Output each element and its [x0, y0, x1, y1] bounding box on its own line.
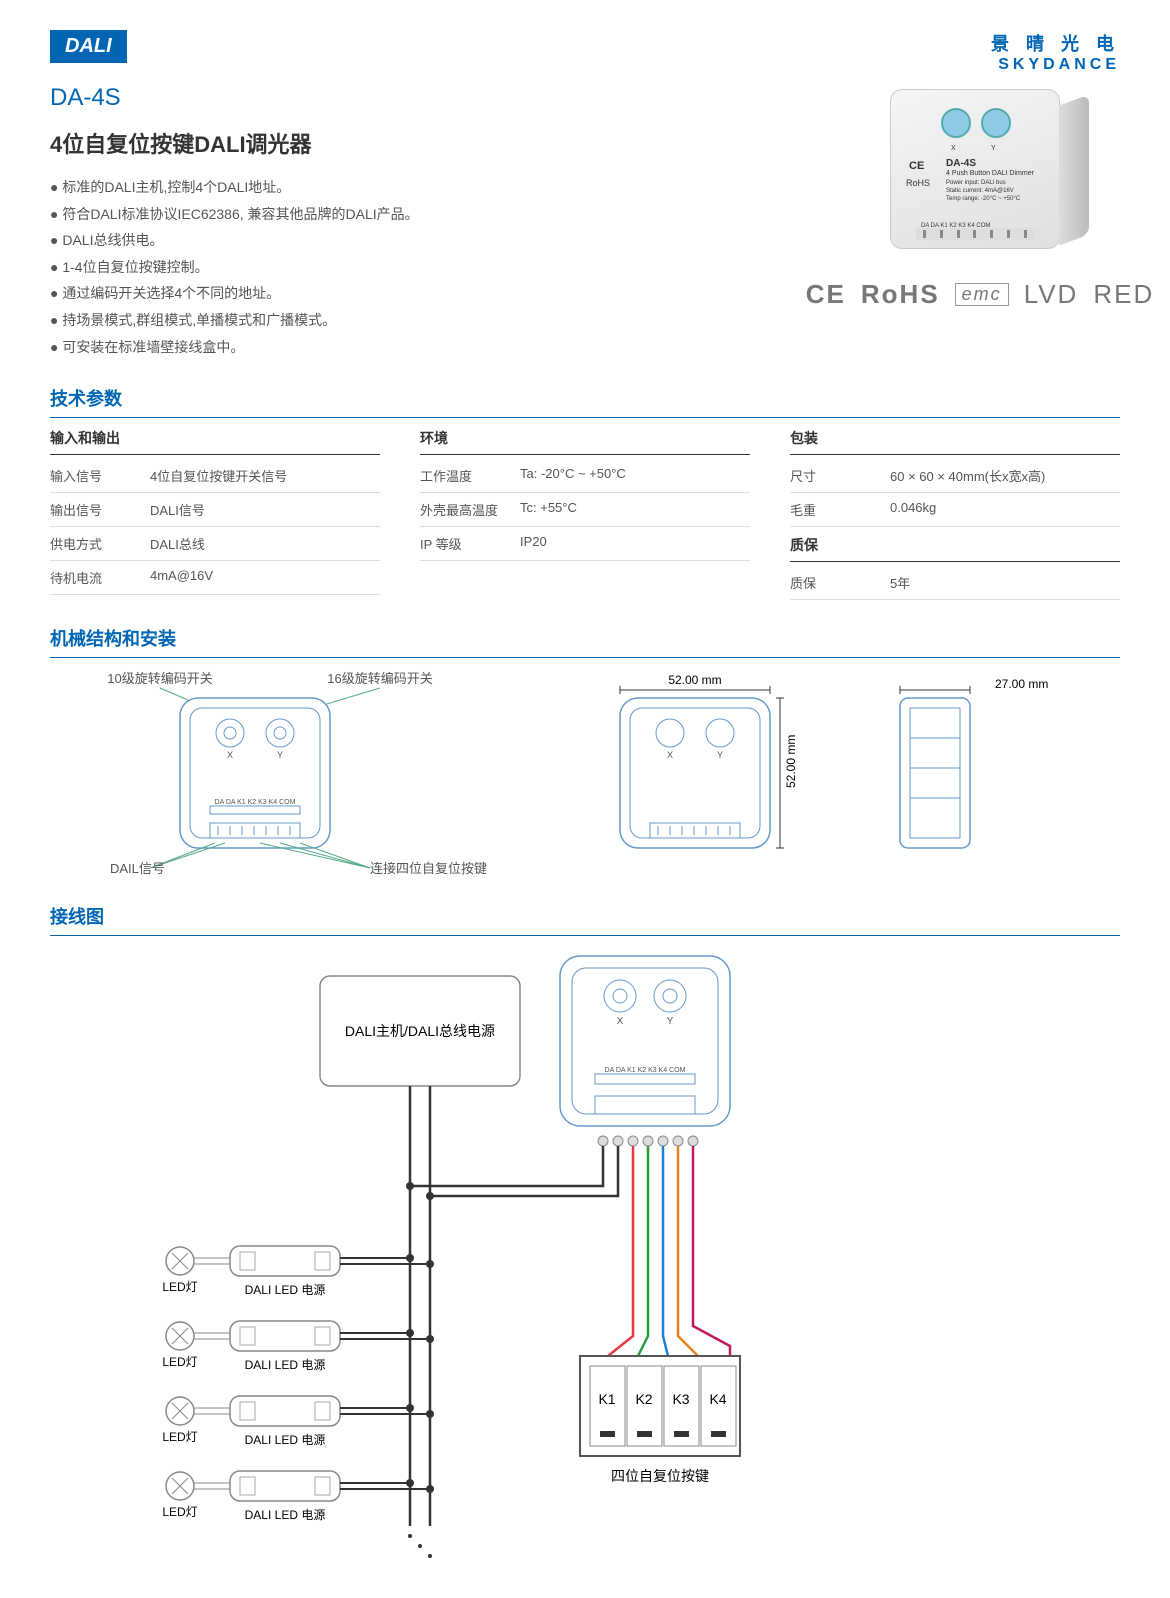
section-specs: 技术参数 — [50, 385, 1120, 418]
emc-mark: emc — [955, 283, 1009, 306]
svg-text:DA DA K1 K2 K3 K4 COM: DA DA K1 K2 K3 K4 COM — [215, 799, 296, 806]
dali-badge: DALI — [50, 30, 127, 63]
svg-text:DALI LED 电源: DALI LED 电源 — [245, 1283, 326, 1297]
feature-item: 可安装在标准墙壁接线盒中。 — [50, 334, 840, 361]
svg-text:K3: K3 — [672, 1391, 689, 1407]
spec-row: 毛重0.046kg — [790, 493, 1120, 527]
feature-item: 1-4位自复位按键控制。 — [50, 254, 840, 281]
certifications: CE RoHS emc LVD RED — [840, 279, 1120, 310]
feature-item: DALI总线供电。 — [50, 227, 840, 254]
mech-svg: 10级旋转编码开关 16级旋转编码开关 X Y DA DA K1 K2 K3 K… — [50, 668, 1120, 878]
spec-row: IP 等级IP20 — [420, 527, 750, 561]
svg-text:四位自复位按键: 四位自复位按键 — [611, 1468, 709, 1484]
spec-row: 输入信号4位自复位按键开关信号 — [50, 459, 380, 493]
spec-row: 待机电流4mA@16V — [50, 561, 380, 595]
svg-text:10级旋转编码开关: 10级旋转编码开关 — [107, 671, 212, 686]
brand-cn: 景 晴 光 电 — [991, 30, 1120, 56]
svg-text:Y: Y — [277, 750, 283, 760]
svg-text:LED灯: LED灯 — [162, 1280, 197, 1294]
red-mark: RED — [1093, 279, 1154, 310]
product-photo: X Y CE RoHS DA-4S 4 Push Button DALI Dim… — [870, 84, 1090, 264]
ce-mark: CE — [806, 279, 846, 310]
mech-diagrams: 10级旋转编码开关 16级旋转编码开关 X Y DA DA K1 K2 K3 K… — [50, 668, 1120, 878]
brand-en: SKYDANCE — [991, 56, 1120, 74]
spec-row: 质保5年 — [790, 566, 1120, 600]
svg-text:16级旋转编码开关: 16级旋转编码开关 — [327, 671, 432, 686]
svg-text:52.00 mm: 52.00 mm — [668, 673, 721, 687]
svg-text:DALI主机/DALI总线电源: DALI主机/DALI总线电源 — [345, 1023, 495, 1039]
svg-text:X: X — [667, 750, 673, 760]
wiring-diagram: DALI主机/DALI总线电源 X Y DA DA K1 K2 K3 K4 COM — [50, 946, 1120, 1566]
svg-text:K4: K4 — [709, 1391, 726, 1407]
rohs-mark: RoHS — [861, 279, 940, 310]
product-title: 4位自复位按键DALI调光器 — [50, 127, 840, 159]
section-wiring: 接线图 — [50, 903, 1120, 936]
model-number: DA-4S — [50, 84, 840, 112]
svg-text:K2: K2 — [635, 1391, 652, 1407]
spec-row: 工作温度Ta: -20°C ~ +50°C — [420, 459, 750, 493]
feature-item: 符合DALI标准协议IEC62386, 兼容其他品牌的DALI产品。 — [50, 201, 840, 228]
svg-text:DAIL信号: DAIL信号 — [110, 861, 165, 876]
svg-text:K1: K1 — [598, 1391, 615, 1407]
spec-col-env: 环境 工作温度Ta: -20°C ~ +50°C 外壳最高温度Tc: +55°C… — [420, 428, 750, 600]
feature-item: 持场景模式,群组模式,单播模式和广播模式。 — [50, 307, 840, 334]
svg-text:X: X — [227, 750, 233, 760]
svg-text:Y: Y — [667, 1016, 674, 1027]
spec-row: 输出信号DALI信号 — [50, 493, 380, 527]
lvd-mark: LVD — [1024, 279, 1079, 310]
feature-item: 标准的DALI主机,控制4个DALI地址。 — [50, 174, 840, 201]
spec-row: 供电方式DALI总线 — [50, 527, 380, 561]
svg-text:52.00 mm: 52.00 mm — [784, 735, 798, 788]
spec-col-io: 输入和输出 输入信号4位自复位按键开关信号 输出信号DALI信号 供电方式DAL… — [50, 428, 380, 600]
svg-text:Y: Y — [717, 750, 723, 760]
svg-text:连接四位自复位按键: 连接四位自复位按键 — [370, 861, 487, 876]
feature-list: 标准的DALI主机,控制4个DALI地址。 符合DALI标准协议IEC62386… — [50, 174, 840, 360]
spec-row: 外壳最高温度Tc: +55°C — [420, 493, 750, 527]
brand-block: 景 晴 光 电 SKYDANCE — [991, 30, 1120, 74]
svg-text:DA DA K1 K2 K3 K4 COM: DA DA K1 K2 K3 K4 COM — [605, 1067, 686, 1074]
svg-text:27.00 mm: 27.00 mm — [995, 677, 1048, 691]
section-mech: 机械结构和安装 — [50, 625, 1120, 658]
feature-item: 通过编码开关选择4个不同的地址。 — [50, 280, 840, 307]
svg-text:X: X — [617, 1016, 624, 1027]
spec-row: 尺寸60 × 60 × 40mm(长x宽x高) — [790, 459, 1120, 493]
spec-col-pack: 包装 尺寸60 × 60 × 40mm(长x宽x高) 毛重0.046kg 质保 … — [790, 428, 1120, 600]
